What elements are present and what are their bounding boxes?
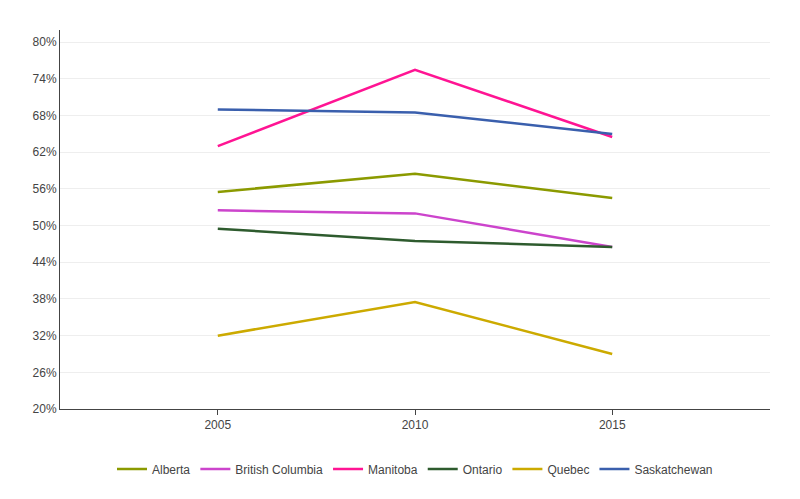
svg-text:Alberta: Alberta xyxy=(152,463,190,477)
svg-text:80%: 80% xyxy=(33,35,57,49)
svg-text:20%: 20% xyxy=(33,402,57,416)
svg-text:62%: 62% xyxy=(33,145,57,159)
svg-text:2015: 2015 xyxy=(599,418,626,432)
svg-text:50%: 50% xyxy=(33,219,57,233)
svg-text:Ontario: Ontario xyxy=(463,463,503,477)
svg-text:Manitoba: Manitoba xyxy=(368,463,418,477)
svg-text:26%: 26% xyxy=(33,366,57,380)
svg-text:Quebec: Quebec xyxy=(547,463,589,477)
svg-text:2005: 2005 xyxy=(204,418,231,432)
svg-text:44%: 44% xyxy=(33,255,57,269)
svg-text:British Columbia: British Columbia xyxy=(235,463,323,477)
svg-text:56%: 56% xyxy=(33,182,57,196)
svg-text:Saskatchewan: Saskatchewan xyxy=(634,463,712,477)
svg-text:74%: 74% xyxy=(33,72,57,86)
svg-text:68%: 68% xyxy=(33,109,57,123)
svg-text:2010: 2010 xyxy=(402,418,429,432)
svg-text:32%: 32% xyxy=(33,329,57,343)
svg-text:38%: 38% xyxy=(33,292,57,306)
